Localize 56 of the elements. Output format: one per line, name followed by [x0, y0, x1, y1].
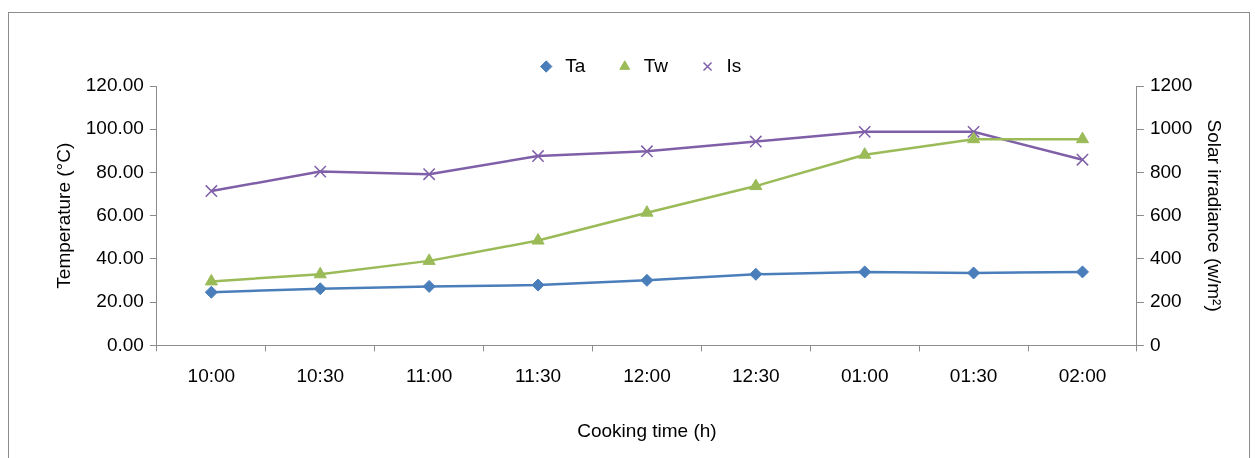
y-tick-label: 80.00 — [96, 160, 144, 182]
point — [422, 253, 436, 265]
x-tick-label: 02:00 — [1058, 365, 1107, 387]
legend-label: Is — [726, 54, 742, 76]
point — [967, 131, 981, 144]
point — [422, 167, 436, 181]
x-tick-label: 11:00 — [406, 365, 453, 387]
point — [204, 273, 218, 286]
y2-tick-label: 400 — [1149, 247, 1182, 269]
point — [531, 278, 545, 292]
y-axis-title: Temperature (°C) — [52, 142, 74, 289]
point — [858, 125, 872, 139]
point — [749, 178, 763, 191]
y-tick-label: 60.00 — [96, 203, 144, 225]
y-tick-label: 120.00 — [85, 74, 144, 96]
x-tick-label: 01:30 — [949, 365, 998, 387]
legend-label: Tw — [643, 54, 669, 76]
point — [967, 125, 980, 139]
y2-tick-label: 1000 — [1149, 117, 1193, 139]
point — [531, 233, 545, 245]
y2-axis-title: Solar irradiance (w/m²) — [1204, 119, 1226, 312]
point — [1076, 153, 1089, 167]
y2-tick-label: 200 — [1149, 290, 1182, 312]
point — [749, 267, 763, 281]
y-tick-label: 20.00 — [96, 290, 144, 312]
point — [640, 205, 654, 217]
point — [204, 285, 218, 299]
x-tick-label: 10:00 — [187, 365, 236, 387]
x-axis-title: Cooking time (h) — [577, 419, 717, 441]
x-tick-label: 10:30 — [296, 365, 345, 387]
point — [640, 144, 654, 158]
point — [204, 184, 218, 198]
y2-tick-label: 800 — [1149, 160, 1182, 182]
x-tick-label: 12:00 — [623, 365, 671, 387]
x-tick-label: 01:00 — [840, 365, 889, 387]
point — [1075, 265, 1089, 279]
x-tick-label: 11:30 — [514, 365, 562, 387]
point — [313, 266, 327, 279]
y-tick-label: 0.00 — [106, 333, 144, 355]
x-tick-label: 12:30 — [732, 365, 780, 387]
legend-label: Ta — [565, 54, 586, 76]
point — [749, 135, 763, 148]
y2-tick-label: 1200 — [1149, 74, 1193, 96]
point — [313, 165, 327, 179]
point — [858, 147, 872, 159]
point — [422, 279, 436, 293]
point — [967, 266, 981, 280]
y-tick-label: 40.00 — [96, 247, 144, 269]
point — [858, 265, 872, 279]
point — [640, 273, 654, 287]
point — [313, 282, 327, 296]
point — [531, 149, 545, 163]
y2-tick-label: 0 — [1149, 333, 1161, 355]
point — [1075, 131, 1090, 144]
y-tick-label: 100.00 — [85, 117, 144, 139]
y2-tick-label: 600 — [1149, 203, 1182, 225]
